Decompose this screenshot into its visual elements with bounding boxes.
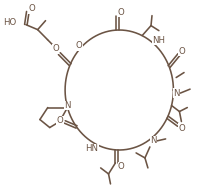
Text: O: O [52,44,59,53]
Text: N: N [173,89,180,98]
Text: O: O [56,116,63,125]
Text: N: N [64,101,71,110]
Text: O: O [179,124,186,133]
Text: HN: HN [85,144,98,153]
Text: O: O [118,162,125,171]
Text: O: O [118,8,125,16]
Text: O: O [179,47,185,56]
Text: NH: NH [152,36,165,45]
Text: N: N [151,136,157,145]
Text: O: O [28,4,35,13]
Text: HO: HO [3,18,16,27]
Text: O: O [76,41,82,50]
